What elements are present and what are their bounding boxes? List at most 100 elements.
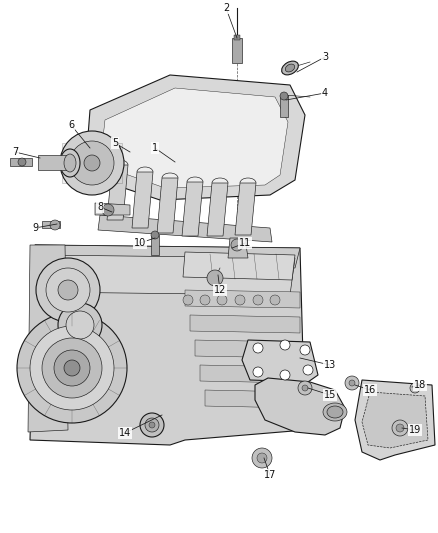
Polygon shape bbox=[195, 340, 300, 358]
Polygon shape bbox=[190, 315, 300, 333]
Circle shape bbox=[42, 338, 102, 398]
Text: 12: 12 bbox=[214, 285, 226, 295]
Circle shape bbox=[207, 270, 223, 286]
Text: 17: 17 bbox=[264, 470, 276, 480]
Ellipse shape bbox=[60, 149, 80, 177]
Polygon shape bbox=[100, 88, 288, 188]
Circle shape bbox=[231, 239, 243, 251]
Circle shape bbox=[151, 231, 159, 239]
Circle shape bbox=[58, 280, 78, 300]
Circle shape bbox=[253, 343, 263, 353]
Polygon shape bbox=[255, 378, 345, 435]
Circle shape bbox=[149, 422, 155, 428]
Polygon shape bbox=[235, 183, 256, 235]
Polygon shape bbox=[95, 203, 130, 215]
Polygon shape bbox=[355, 380, 435, 460]
Text: 9: 9 bbox=[32, 223, 38, 233]
Text: 16: 16 bbox=[364, 385, 376, 395]
Polygon shape bbox=[98, 215, 272, 242]
Text: 18: 18 bbox=[414, 380, 426, 390]
Polygon shape bbox=[35, 245, 300, 268]
Bar bbox=[151, 235, 159, 255]
Polygon shape bbox=[62, 143, 122, 183]
Bar bbox=[10, 158, 32, 166]
Bar bbox=[38, 155, 68, 170]
Circle shape bbox=[298, 381, 312, 395]
Text: 19: 19 bbox=[409, 425, 421, 435]
Circle shape bbox=[235, 295, 245, 305]
Text: 14: 14 bbox=[119, 428, 131, 438]
Ellipse shape bbox=[282, 61, 298, 75]
Polygon shape bbox=[228, 238, 248, 258]
Polygon shape bbox=[38, 255, 295, 295]
Circle shape bbox=[392, 420, 408, 436]
Circle shape bbox=[17, 313, 127, 423]
Text: 10: 10 bbox=[134, 238, 146, 248]
Circle shape bbox=[253, 367, 263, 377]
Circle shape bbox=[58, 303, 102, 347]
Circle shape bbox=[252, 448, 272, 468]
Circle shape bbox=[30, 326, 114, 410]
Text: 2: 2 bbox=[223, 3, 229, 13]
Polygon shape bbox=[207, 183, 228, 236]
Circle shape bbox=[145, 418, 159, 432]
Circle shape bbox=[102, 204, 114, 216]
Text: 8: 8 bbox=[97, 202, 103, 212]
Circle shape bbox=[84, 155, 100, 171]
Polygon shape bbox=[362, 392, 428, 448]
Circle shape bbox=[280, 340, 290, 350]
Ellipse shape bbox=[323, 403, 347, 421]
Circle shape bbox=[36, 258, 100, 322]
Text: 1: 1 bbox=[152, 143, 158, 153]
Text: 7: 7 bbox=[12, 147, 18, 157]
Bar bbox=[280, 95, 288, 117]
Text: 6: 6 bbox=[68, 120, 74, 130]
Circle shape bbox=[303, 365, 313, 375]
Ellipse shape bbox=[64, 154, 76, 172]
Circle shape bbox=[396, 424, 404, 432]
Bar bbox=[42, 221, 60, 228]
Circle shape bbox=[280, 92, 288, 100]
Circle shape bbox=[60, 131, 124, 195]
Text: 15: 15 bbox=[324, 390, 336, 400]
Text: 13: 13 bbox=[324, 360, 336, 370]
Circle shape bbox=[270, 295, 280, 305]
Circle shape bbox=[66, 311, 94, 339]
Circle shape bbox=[217, 295, 227, 305]
Circle shape bbox=[200, 295, 210, 305]
Polygon shape bbox=[30, 245, 305, 445]
Ellipse shape bbox=[327, 406, 343, 418]
Text: 4: 4 bbox=[322, 88, 328, 98]
Polygon shape bbox=[85, 75, 305, 200]
Circle shape bbox=[300, 345, 310, 355]
Circle shape bbox=[50, 220, 60, 230]
Bar bbox=[232, 38, 242, 63]
Text: 5: 5 bbox=[112, 138, 118, 148]
Text: 11: 11 bbox=[239, 238, 251, 248]
Polygon shape bbox=[205, 390, 300, 408]
Circle shape bbox=[46, 268, 90, 312]
Circle shape bbox=[183, 295, 193, 305]
Polygon shape bbox=[200, 365, 300, 383]
Circle shape bbox=[18, 158, 26, 166]
Circle shape bbox=[345, 376, 359, 390]
Circle shape bbox=[253, 295, 263, 305]
Circle shape bbox=[54, 350, 90, 386]
Circle shape bbox=[64, 360, 80, 376]
Circle shape bbox=[140, 413, 164, 437]
Polygon shape bbox=[28, 245, 68, 432]
Polygon shape bbox=[185, 290, 300, 308]
Polygon shape bbox=[132, 172, 153, 228]
Polygon shape bbox=[157, 178, 178, 233]
Ellipse shape bbox=[285, 64, 295, 72]
Circle shape bbox=[257, 453, 267, 463]
Circle shape bbox=[280, 370, 290, 380]
Polygon shape bbox=[107, 165, 128, 220]
Circle shape bbox=[410, 383, 420, 393]
Circle shape bbox=[70, 141, 114, 185]
Bar bbox=[234, 35, 240, 40]
Polygon shape bbox=[182, 182, 203, 236]
Text: 3: 3 bbox=[322, 52, 328, 62]
Circle shape bbox=[349, 380, 355, 386]
Polygon shape bbox=[183, 252, 295, 280]
